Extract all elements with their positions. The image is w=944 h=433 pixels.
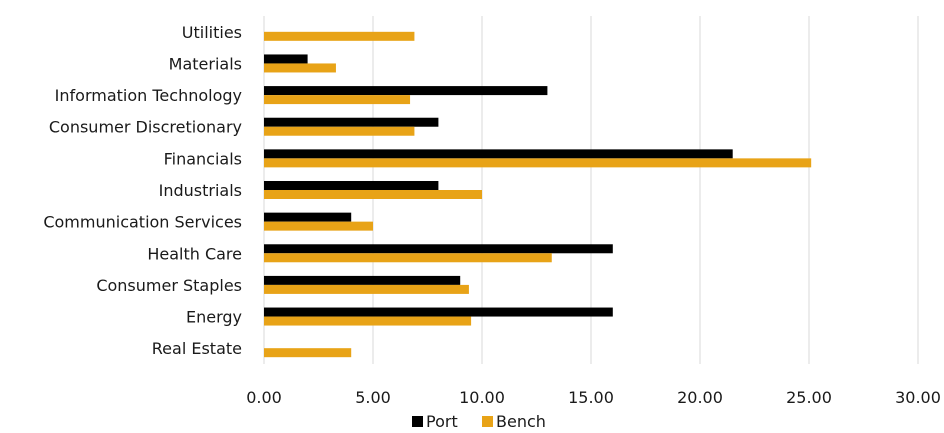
bars [264, 31, 812, 358]
category-label: Real Estate [152, 339, 242, 358]
bar-port [264, 54, 308, 64]
bar-port [264, 86, 548, 96]
x-tick-labels: 0.00 5.00 10.00 15.00 20.00 25.00 30.00 [246, 388, 941, 407]
bar-bench [264, 190, 482, 199]
category-label: Consumer Discretionary [49, 118, 242, 137]
category-label: Communication Services [43, 213, 242, 232]
category-label: Financials [164, 149, 242, 168]
x-tick-label: 30.00 [895, 388, 941, 407]
bar-bench [264, 31, 415, 41]
category-label: Health Care [147, 244, 242, 263]
x-tick-label: 15.00 [568, 388, 614, 407]
bar-bench [264, 63, 336, 73]
legend-label-port: Port [426, 412, 458, 431]
bar-bench [264, 316, 472, 326]
x-tick-label: 5.00 [355, 388, 391, 407]
bar-bench [264, 348, 352, 358]
bar-port [264, 181, 439, 190]
legend-swatch-bench [482, 416, 493, 427]
bar-bench [264, 284, 469, 294]
bar-bench [264, 253, 552, 263]
x-tick-label: 10.00 [459, 388, 505, 407]
category-label: Materials [169, 54, 242, 73]
category-labels: Utilities Materials Information Technology… [43, 23, 242, 358]
category-label: Energy [186, 308, 242, 327]
legend-label-bench: Bench [496, 412, 546, 431]
bar-port [264, 275, 461, 285]
category-label: Industrials [159, 181, 242, 200]
x-tick-label: 0.00 [246, 388, 282, 407]
legend: Port Bench [412, 412, 546, 431]
category-label: Consumer Staples [96, 276, 242, 295]
category-label: Utilities [182, 23, 242, 42]
x-tick-label: 25.00 [786, 388, 832, 407]
bar-port [264, 149, 733, 159]
legend-swatch-port [412, 416, 423, 427]
bar-bench [264, 221, 373, 231]
bar-bench [264, 158, 812, 168]
bar-bench [264, 95, 411, 105]
bar-port [264, 307, 613, 317]
bar-bench [264, 126, 415, 136]
bar-port [264, 117, 439, 127]
category-label: Information Technology [55, 86, 242, 105]
bar-port [264, 244, 613, 254]
x-tick-label: 20.00 [677, 388, 723, 407]
bar-port [264, 212, 352, 222]
